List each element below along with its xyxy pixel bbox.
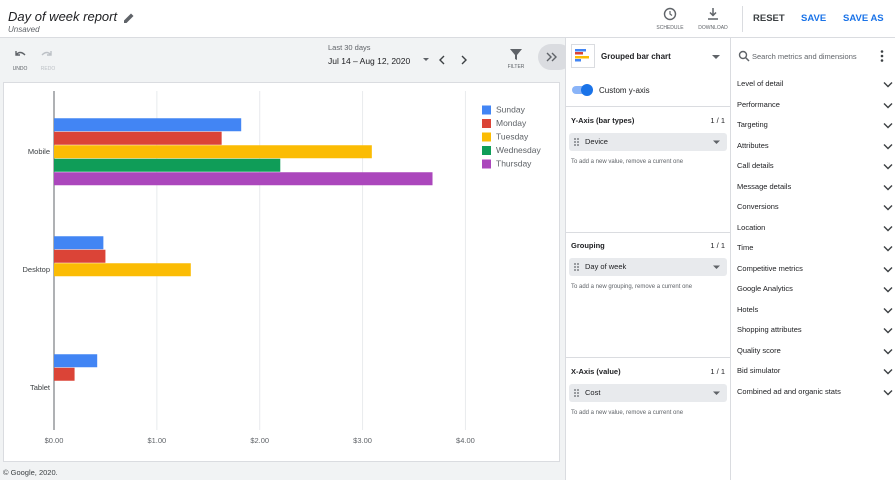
save-button[interactable]: SAVE xyxy=(801,13,827,24)
expand-icon xyxy=(883,164,893,170)
config-panel: Grouped bar chart Custom y-axis Y-Axis (… xyxy=(565,38,731,480)
chart-panel xyxy=(3,82,560,462)
expand-icon xyxy=(883,389,893,395)
range-label: Last 30 days xyxy=(328,43,371,52)
category-item[interactable]: Performance xyxy=(737,99,895,111)
filter-icon[interactable] xyxy=(509,47,523,61)
schedule-icon[interactable] xyxy=(663,7,677,21)
reset-button[interactable]: RESET xyxy=(753,13,785,24)
expand-icon xyxy=(883,246,893,252)
section-count: 1 / 1 xyxy=(710,367,725,376)
filter-label[interactable]: FILTER xyxy=(507,64,525,70)
hint: To add a new value, remove a current one xyxy=(571,159,684,165)
metrics-sidebar: Search metrics and dimensions Level of d… xyxy=(731,38,895,480)
dropdown-arrow[interactable] xyxy=(711,54,721,60)
expand-icon xyxy=(883,184,893,190)
category-item[interactable]: Call details xyxy=(737,160,895,172)
section-count: 1 / 1 xyxy=(710,116,725,125)
expand-icon xyxy=(883,82,893,88)
category-item[interactable]: Google Analytics xyxy=(737,283,895,295)
category-item[interactable]: Hotels xyxy=(737,304,895,316)
category-item[interactable]: Shopping attributes xyxy=(737,324,895,336)
chip-icons xyxy=(574,138,720,146)
section-title: Y-Axis (bar types) xyxy=(571,116,635,125)
chip[interactable]: Cost xyxy=(569,384,727,402)
category-item[interactable]: Message details xyxy=(737,181,895,193)
separator xyxy=(566,232,730,233)
expand-icon xyxy=(883,328,893,334)
expand-icon xyxy=(883,225,893,231)
expand-icon xyxy=(883,143,893,149)
category-item[interactable]: Combined ad and organic stats xyxy=(737,386,895,398)
category-item[interactable]: Bid simulator xyxy=(737,365,895,377)
range-controls[interactable] xyxy=(420,54,480,66)
download-label[interactable]: DOWNLOAD xyxy=(698,25,728,31)
separator xyxy=(566,106,730,107)
top-bar: Day of week report Unsaved SCHEDULE DOWN… xyxy=(0,0,895,38)
save-status: Unsaved xyxy=(8,25,40,34)
expand-icon xyxy=(883,287,893,293)
download-icon[interactable] xyxy=(706,7,720,21)
category-item[interactable]: Competitive metrics xyxy=(737,263,895,275)
edit-icon[interactable] xyxy=(122,11,136,25)
expand-icon xyxy=(883,307,893,313)
redo-icon xyxy=(41,51,52,56)
section-title: Grouping xyxy=(571,241,605,250)
category-item[interactable]: Quality score xyxy=(737,345,895,357)
section-title: X-Axis (value) xyxy=(571,367,621,376)
collapse-button[interactable] xyxy=(538,44,566,70)
expand-icon xyxy=(883,369,893,375)
chip[interactable]: Day of week xyxy=(569,258,727,276)
chip[interactable]: Device xyxy=(569,133,727,151)
toggle[interactable] xyxy=(571,83,595,97)
chip-icons xyxy=(574,389,720,397)
more-icon[interactable] xyxy=(879,49,885,63)
report-title: Day of week report xyxy=(8,9,118,24)
redo-label: REDO xyxy=(40,66,56,72)
expand-icon xyxy=(883,266,893,272)
separator xyxy=(566,357,730,358)
section-count: 1 / 1 xyxy=(710,241,725,250)
expand-icon xyxy=(883,348,893,354)
undo-label[interactable]: UNDO xyxy=(12,66,28,72)
divider xyxy=(742,6,743,32)
category-item[interactable]: Conversions xyxy=(737,201,895,213)
category-item[interactable]: Time xyxy=(737,242,895,254)
footer: © Google, 2020. xyxy=(3,468,58,477)
search-icon xyxy=(738,50,750,62)
category-item[interactable]: Location xyxy=(737,222,895,234)
category-item[interactable]: Level of detail xyxy=(737,78,895,90)
expand-icon xyxy=(883,102,893,108)
chart-type[interactable]: Grouped bar chart xyxy=(601,52,671,61)
chart-type-icon xyxy=(571,44,595,68)
hint: To add a new value, remove a current one xyxy=(571,410,684,416)
date-range[interactable]: Jul 14 – Aug 12, 2020 xyxy=(328,56,411,66)
undo-icon[interactable] xyxy=(13,49,27,61)
expand-icon xyxy=(883,123,893,129)
hint: To add a new grouping, remove a current … xyxy=(571,284,693,290)
category-item[interactable]: Attributes xyxy=(737,140,895,152)
save-as-button[interactable]: SAVE AS xyxy=(843,13,884,24)
search-input[interactable]: Search metrics and dimensions xyxy=(752,52,857,61)
schedule-label[interactable]: SCHEDULE xyxy=(656,25,684,31)
chip-icons xyxy=(574,263,720,271)
toggle-label[interactable]: Custom y-axis xyxy=(599,86,650,95)
category-item[interactable]: Targeting xyxy=(737,119,895,131)
expand-icon xyxy=(883,205,893,211)
